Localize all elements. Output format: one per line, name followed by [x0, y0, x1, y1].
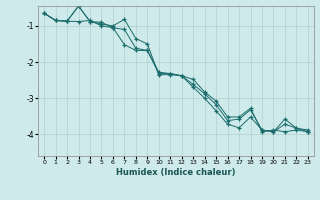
X-axis label: Humidex (Indice chaleur): Humidex (Indice chaleur) [116, 168, 236, 177]
